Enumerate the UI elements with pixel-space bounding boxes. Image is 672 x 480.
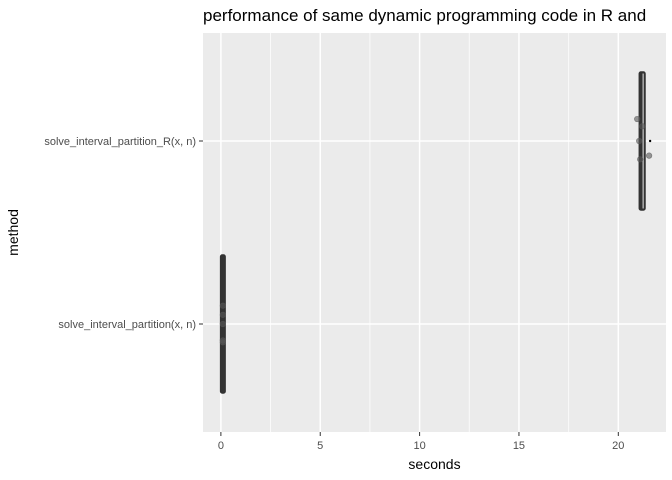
y-tick-label: solve_interval_partition(x, n) — [58, 319, 196, 331]
jitter-point — [646, 152, 653, 159]
x-tick-label: 5 — [317, 440, 323, 452]
grid-layer — [203, 33, 666, 432]
y-axis-title: method — [5, 209, 21, 256]
jitter-point — [219, 320, 226, 328]
axis-layer: 0 5 10 15 20 solve_interval_partition_R(x, n)… — [44, 136, 624, 452]
x-tick-label: 15 — [513, 440, 525, 452]
x-tick-label: 10 — [413, 440, 425, 452]
point-layer — [219, 115, 653, 346]
jitter-point — [219, 302, 226, 309]
jitter-point — [637, 156, 644, 163]
jitter-point — [219, 311, 226, 318]
jitter-point — [639, 123, 646, 130]
y-tick-label: solve_interval_partition_R(x, n) — [44, 136, 196, 148]
outlier-point — [648, 139, 652, 143]
jitter-point — [636, 137, 643, 145]
plot-panel — [203, 33, 666, 432]
x-tick-label: 20 — [612, 440, 624, 452]
jitter-point — [634, 115, 641, 123]
chart-title: performance of same dynamic programming … — [203, 6, 646, 25]
x-axis-title: seconds — [408, 456, 460, 472]
jitter-point — [219, 339, 226, 346]
x-tick-label: 0 — [218, 440, 224, 452]
